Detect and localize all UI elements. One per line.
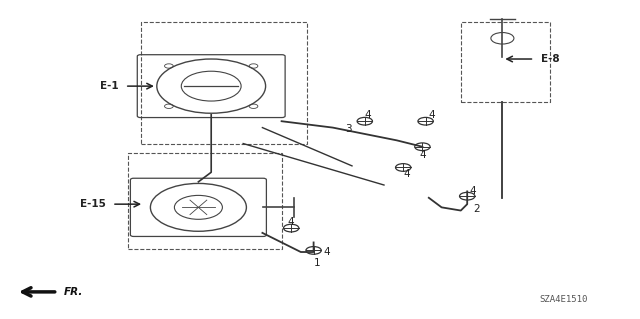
Bar	[461, 22, 550, 102]
Text: 3: 3	[346, 124, 352, 134]
Bar	[128, 153, 282, 249]
Text: E-15: E-15	[80, 199, 106, 209]
Text: 4: 4	[365, 110, 371, 120]
Text: SZA4E1510: SZA4E1510	[539, 295, 588, 304]
Text: 1: 1	[314, 258, 320, 268]
Text: E-8: E-8	[541, 54, 559, 64]
Text: E-1: E-1	[100, 81, 118, 91]
Text: 4: 4	[419, 150, 426, 160]
Text: 4: 4	[323, 247, 330, 257]
Text: FR.: FR.	[64, 287, 83, 297]
Text: 4: 4	[288, 217, 294, 227]
Bar	[141, 22, 307, 144]
Text: 2: 2	[474, 204, 480, 214]
Text: 4: 4	[429, 110, 435, 120]
Text: 4: 4	[469, 186, 476, 197]
Text: 4: 4	[403, 169, 410, 179]
